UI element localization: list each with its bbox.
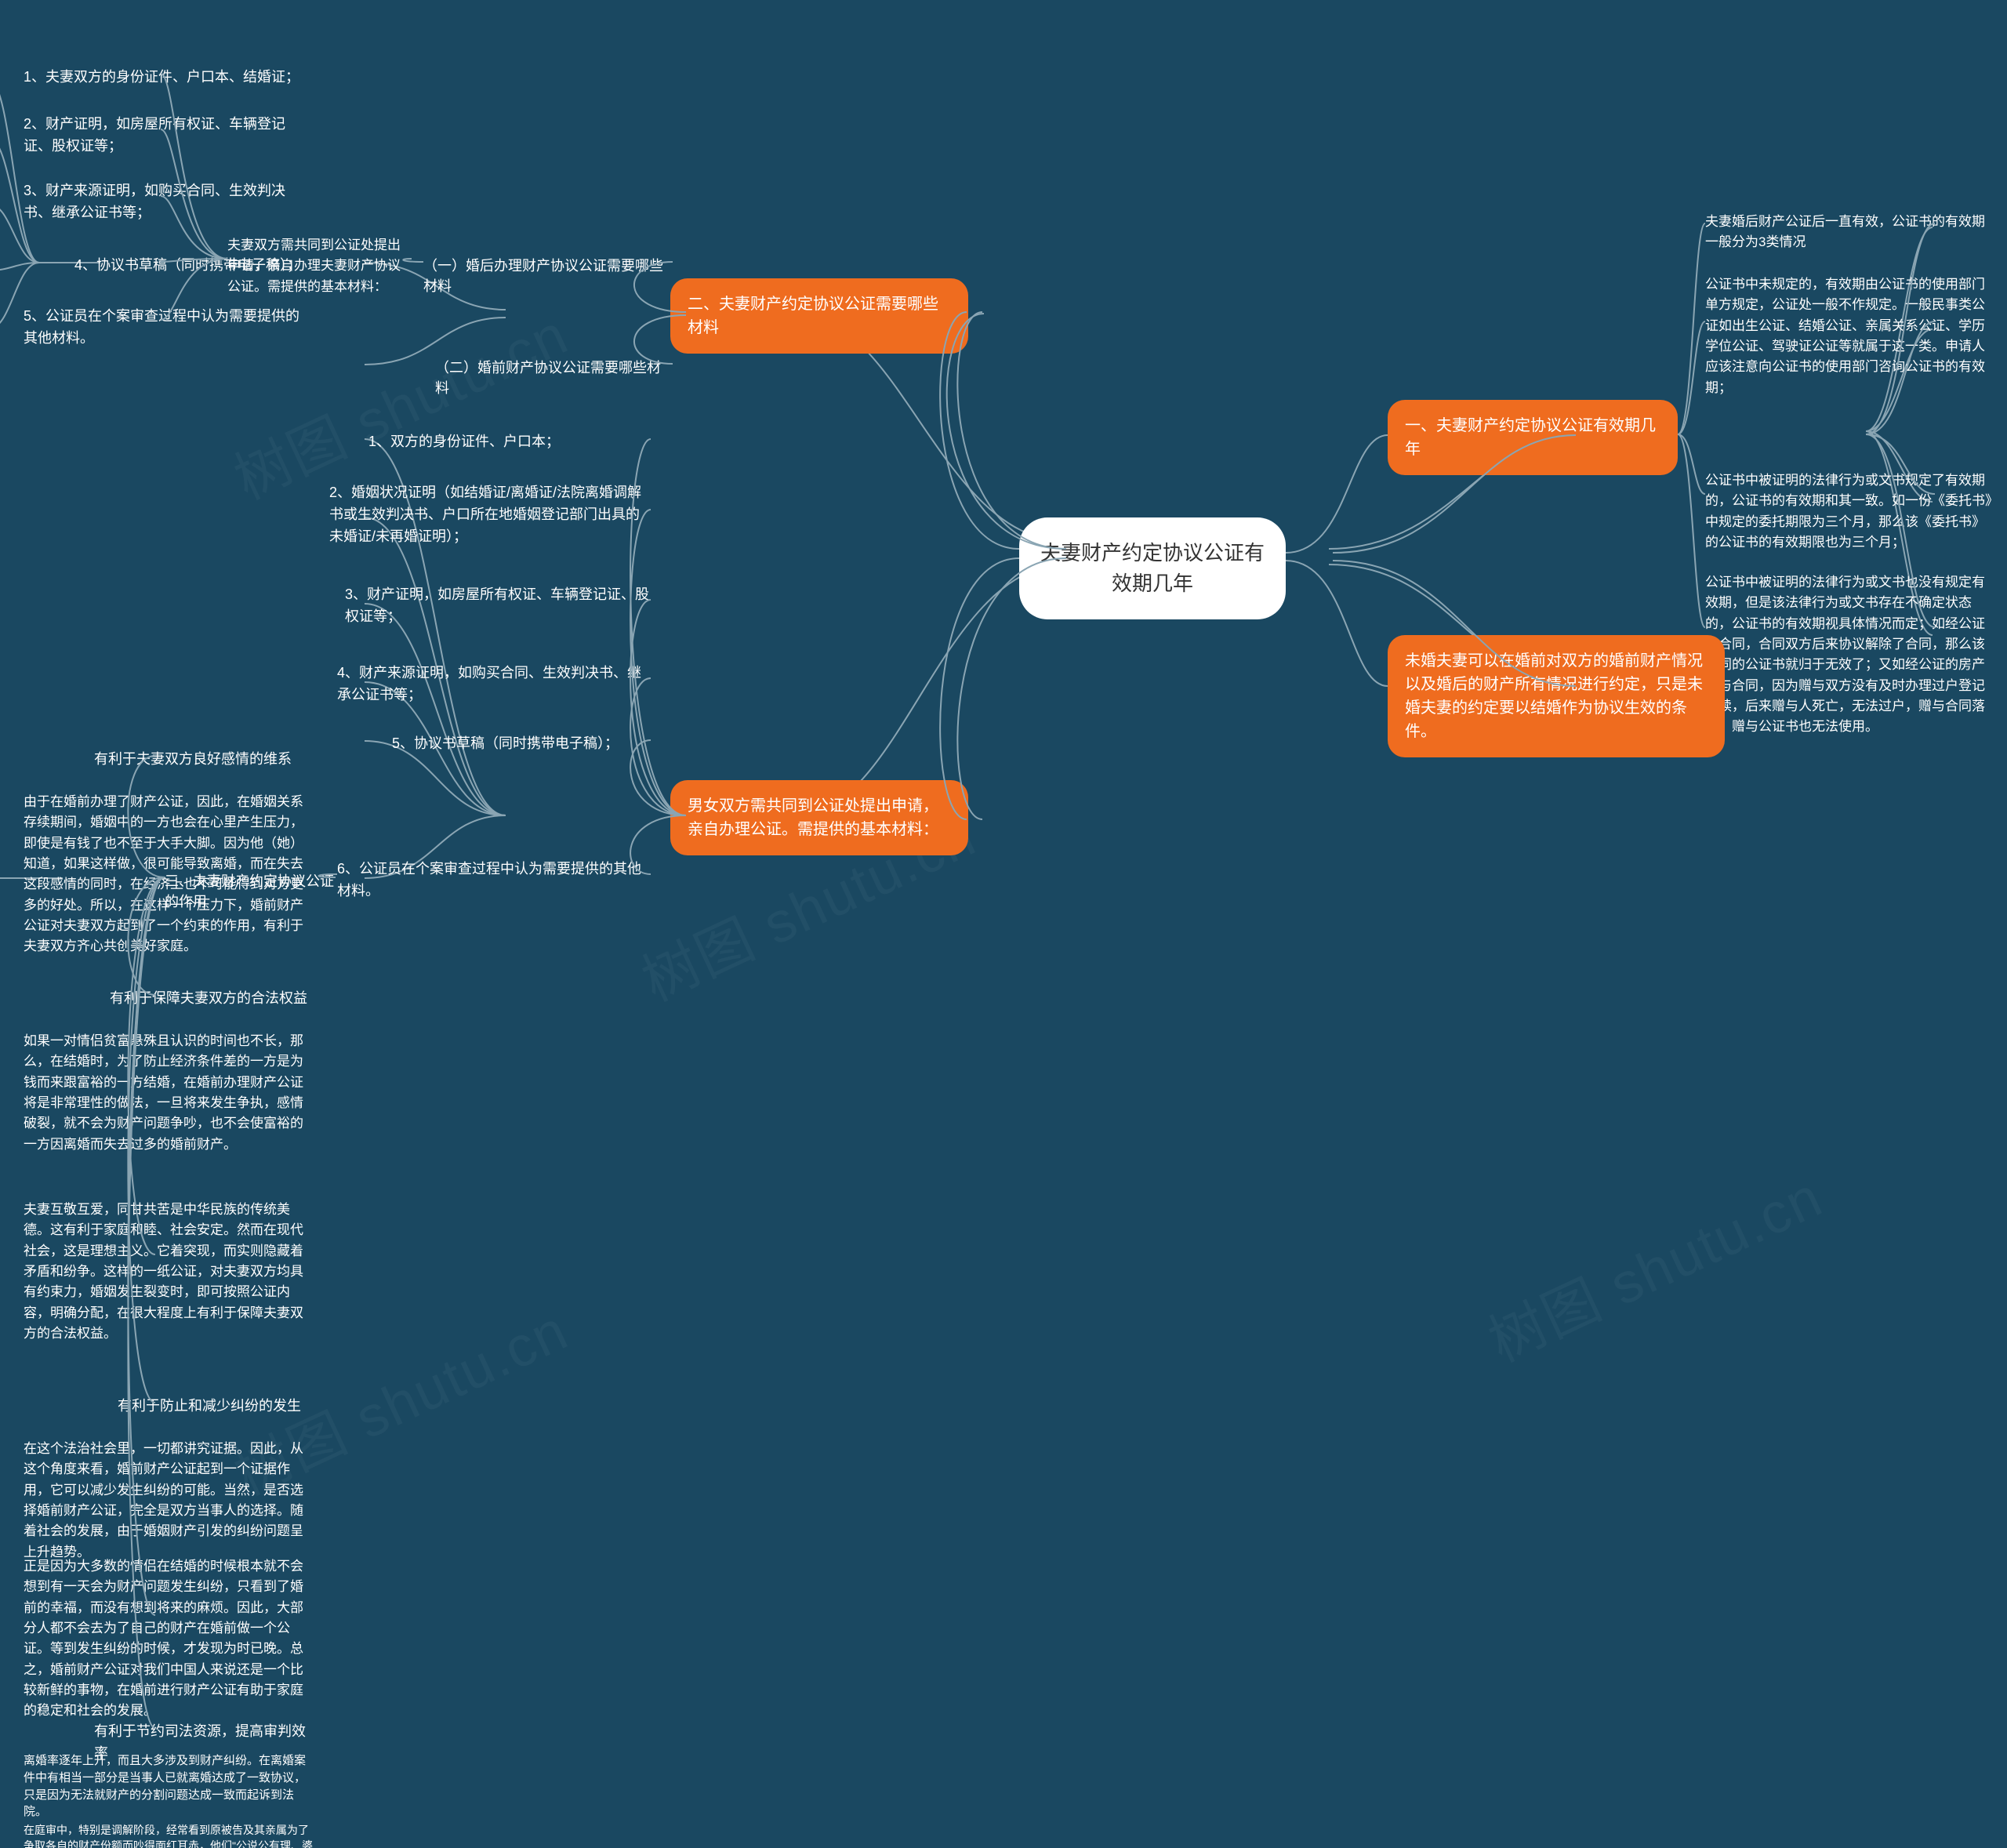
- conclusion-node: 未婚夫妻可以在婚前对双方的婚前财产情况以及婚后的财产所有情况进行约定，只是未婚夫…: [1388, 635, 1725, 757]
- b2-item-1: 2、财产证明，如房屋所有权证、车辆登记证、股权证等；: [24, 114, 306, 158]
- b3-point-5b: 离婚率逐年上升，而且大多涉及到财产纠纷。在离婚案件中有相当一部分是当事人已就离婚…: [24, 1752, 314, 1821]
- b3-item-2: 3、财产证明，如房屋所有权证、车辆登记证、股权证等；: [345, 584, 651, 628]
- b3-item-5: 6、公证员在个案审查过程中认为需要提供的其他材料。: [337, 859, 651, 902]
- branch1-leaf-2: 公证书中被证明的法律行为或文书规定了有效期的，公证书的有效期和其一致。如一份《委…: [1705, 470, 1995, 553]
- b3-point-0b: 由于在婚前办理了财产公证，因此，在婚姻关系存续期间，婚姻中的一方也会在心里产生压…: [24, 792, 314, 957]
- b3-point-4b: 正是因为大多数的情侣在结婚的时候根本就不会想到有一天会为财产问题发生纠纷，只看到…: [24, 1556, 314, 1722]
- b3-point-2b: 夫妻互敬互爱，同甘共苦是中华民族的传统美德。这有利于家庭和睦、社会安定。然而在现…: [24, 1200, 314, 1344]
- b3-point-0h: 有利于夫妻双方良好感情的维系: [94, 749, 314, 771]
- conclusion-text: 未婚夫妻可以在婚前对双方的婚前财产情况以及婚后的财产所有情况进行约定，只是未婚夫…: [1405, 649, 1708, 743]
- b2-item-3: 4、协议书草稿（同时携带电子稿）；: [74, 255, 306, 277]
- b2-item-0: 1、夫妻双方的身份证件、户口本、结婚证；: [24, 67, 306, 89]
- b3-title: 男女双方需共同到公证处提出申请，亲自办理公证。需提供的基本材料：: [688, 794, 951, 841]
- b3-node: 男女双方需共同到公证处提出申请，亲自办理公证。需提供的基本材料：: [670, 780, 968, 855]
- root-text: 夫妻财产约定协议公证有效期几年: [1038, 538, 1267, 599]
- watermark: 树图 shutu.cn: [1473, 1151, 1834, 1378]
- branch1-node: 一、夫妻财产约定协议公证有效期几年: [1388, 400, 1678, 475]
- b3-point-1h: 有利于保障夫妻双方的合法权益: [110, 988, 314, 1010]
- b2-node: 二、夫妻财产约定协议公证需要哪些材料: [670, 278, 968, 354]
- b2-title: 二、夫妻财产约定协议公证需要哪些材料: [688, 292, 951, 339]
- branch1-leaf-3: 公证书中被证明的法律行为或文书也没有规定有效期，但是该法律行为或文书存在不确定状…: [1705, 572, 1995, 738]
- branch1-leaf-1: 公证书中未规定的，有效期由公证书的使用部门单方规定，公证处一般不作规定。一般民事…: [1705, 274, 1995, 398]
- b2-item-2: 3、财产来源证明，如购买合同、生效判决书、继承公证书等；: [24, 180, 306, 224]
- b3-item-4: 5、协议书草稿（同时携带电子稿）；: [392, 733, 651, 755]
- branch1-leaf-0: 夫妻婚后财产公证后一直有效，公证书的有效期一般分为3类情况: [1705, 212, 1995, 253]
- b3-item-3: 4、财产来源证明，如购买合同、生效判决书、继承公证书等；: [337, 663, 651, 706]
- b3-point-1b: 如果一对情侣贫富悬殊且认识的时间也不长，那么，在结婚时，为了防止经济条件差的一方…: [24, 1031, 314, 1155]
- b3-point-3b: 在这个法治社会里，一切都讲究证据。因此，从这个角度来看，婚前财产公证起到一个证据…: [24, 1439, 314, 1563]
- b3-point-6b: 在庭审中，特别是调解阶段，经常看到原被告及其亲属为了争取各自的财产份额而吵得面红…: [24, 1823, 314, 1848]
- b2-sub1: （一）婚后办理财产协议公证需要哪些材料: [423, 255, 674, 296]
- b3-point-3h: 有利于防止和减少纠纷的发生: [118, 1396, 314, 1418]
- root-node: 夫妻财产约定协议公证有效期几年: [1019, 517, 1286, 619]
- b2-sub2: （二）婚前财产协议公证需要哪些材料: [435, 357, 674, 398]
- branch1-title: 一、夫妻财产约定协议公证有效期几年: [1405, 414, 1660, 461]
- b3-item-0: 1、双方的身份证件、户口本；: [368, 431, 651, 453]
- b3-item-1: 2、婚姻状况证明（如结婚证/离婚证/法院离婚调解书或生效判决书、户口所在地婚姻登…: [329, 482, 651, 548]
- b2-item-4: 5、公证员在个案审查过程中认为需要提供的其他材料。: [24, 306, 306, 350]
